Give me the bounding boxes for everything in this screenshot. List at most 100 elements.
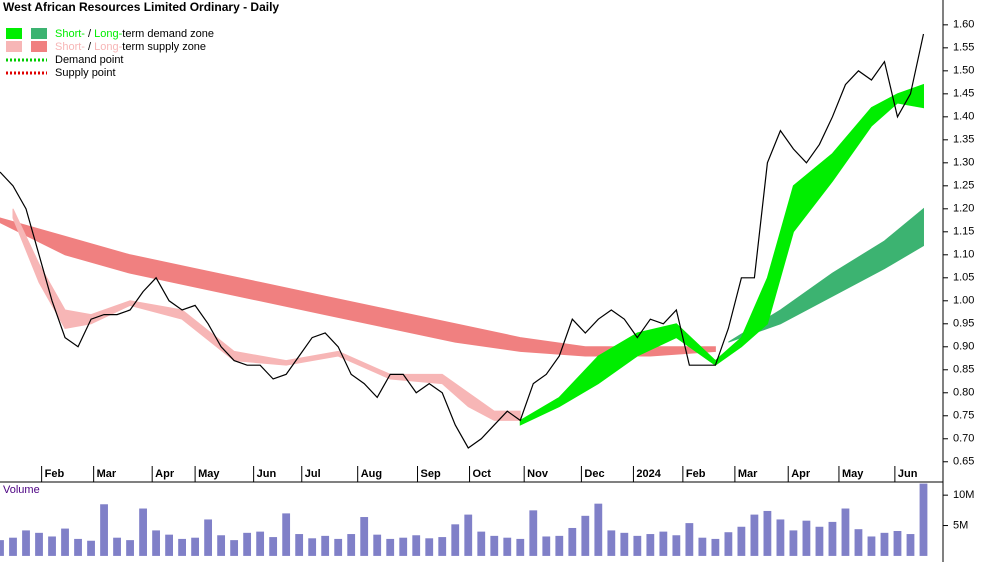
zone [519, 83, 924, 426]
volume-bar [0, 540, 4, 556]
y-tick-label: 1.45 [953, 88, 974, 100]
volume-bar [373, 534, 382, 556]
x-tick-label: Nov [527, 468, 549, 480]
volume-bar [282, 513, 291, 556]
legend-swatch [31, 41, 47, 52]
volume-bar [880, 532, 889, 556]
volume-bar [74, 538, 82, 556]
volume-bar [893, 531, 902, 556]
legend-part: term supply zone [122, 41, 206, 53]
volume-bar [61, 528, 69, 556]
x-tick-label: May [198, 468, 220, 480]
volume-bar [867, 536, 876, 556]
x-tick-label: Mar [738, 468, 758, 480]
volume-bar [854, 529, 863, 556]
x-tick-label: Sep [421, 468, 441, 480]
volume-bar [802, 520, 811, 556]
volume-bar [672, 535, 681, 556]
volume-bar [633, 535, 642, 556]
x-tick-label: 2024 [636, 468, 661, 480]
volume-bar [490, 535, 499, 556]
volume-bar [425, 538, 434, 556]
price-line [0, 33, 925, 449]
volume-bar [412, 535, 421, 556]
volume-bar [217, 535, 226, 556]
volume-bar [815, 526, 824, 556]
x-tick-label: Apr [155, 468, 175, 480]
volume-bar [152, 530, 160, 556]
volume-bar [477, 531, 486, 556]
y-tick-label: 1.10 [953, 249, 974, 261]
legend-part: Long- [94, 28, 122, 40]
volume-bar [529, 510, 538, 556]
x-tick-label: Aug [361, 468, 382, 480]
volume-bar [919, 483, 928, 556]
x-tick-label: Jun [898, 468, 918, 480]
y-tick-label: 1.60 [953, 19, 974, 31]
volume-bar [178, 538, 186, 556]
legend-part: / [85, 28, 94, 40]
y-tick-label: 1.50 [953, 65, 974, 77]
legend-swatch [6, 28, 22, 39]
x-tick-label: Feb [686, 468, 706, 480]
volume-bar [9, 537, 17, 556]
x-tick-label: May [842, 468, 864, 480]
y-tick-label: 10M [953, 489, 974, 501]
y-tick-label: 1.35 [953, 134, 974, 146]
legend-label: Demand point [55, 54, 124, 66]
volume-bar [22, 530, 30, 556]
legend-part: Short- [55, 41, 85, 53]
y-tick-label: 0.70 [953, 433, 974, 445]
x-tick-label: Apr [791, 468, 811, 480]
volume-bar [711, 538, 720, 556]
volume-bar [204, 519, 213, 556]
legend-label: Short- / Long-term demand zone [55, 28, 214, 40]
y-tick-label: 5M [953, 519, 968, 531]
y-tick-label: 0.90 [953, 341, 974, 353]
volume-bar [828, 521, 837, 556]
legend-label: Supply point [55, 67, 116, 79]
volume-bar [48, 536, 56, 556]
volume-bar [399, 537, 408, 556]
volume-bar [776, 519, 785, 556]
volume-bar [750, 514, 759, 556]
volume-bar [269, 537, 278, 556]
volume-bar [685, 523, 694, 556]
legend-label: Short- / Long-term supply zone [55, 41, 206, 53]
x-tick-label: Jul [305, 468, 321, 480]
legend-part: Short- [55, 28, 85, 40]
volume-bar [451, 524, 460, 556]
y-tick-label: 0.80 [953, 387, 974, 399]
volume-bar [438, 537, 447, 556]
volume-bar [646, 534, 655, 556]
legend-swatch [6, 41, 22, 52]
y-tick-label: 1.00 [953, 295, 974, 307]
y-tick-label: 1.15 [953, 226, 974, 238]
volume-bar [659, 531, 668, 556]
volume-bar [126, 540, 134, 556]
volume-bar [321, 535, 330, 556]
volume-bar [386, 538, 395, 556]
volume-bar [763, 510, 772, 556]
volume-bar [113, 537, 121, 556]
zone [12, 208, 521, 421]
legend-part: Long- [94, 41, 122, 53]
volume-bar [789, 530, 798, 556]
volume-bar [464, 514, 473, 556]
volume-bar [334, 538, 343, 556]
volume-bar [516, 538, 525, 556]
volume-bar [230, 540, 239, 556]
legend-part: / [85, 41, 94, 53]
volume-bar [35, 532, 43, 556]
volume-bar [191, 537, 200, 556]
legend-swatch [31, 28, 47, 39]
volume-bar [139, 508, 147, 556]
volume-bar [594, 503, 603, 556]
x-tick-label: Feb [45, 468, 65, 480]
y-tick-label: 1.20 [953, 203, 974, 215]
volume-bar [555, 535, 564, 556]
volume-bar [165, 534, 173, 556]
volume-bar [568, 527, 577, 556]
y-tick-label: 1.30 [953, 157, 974, 169]
